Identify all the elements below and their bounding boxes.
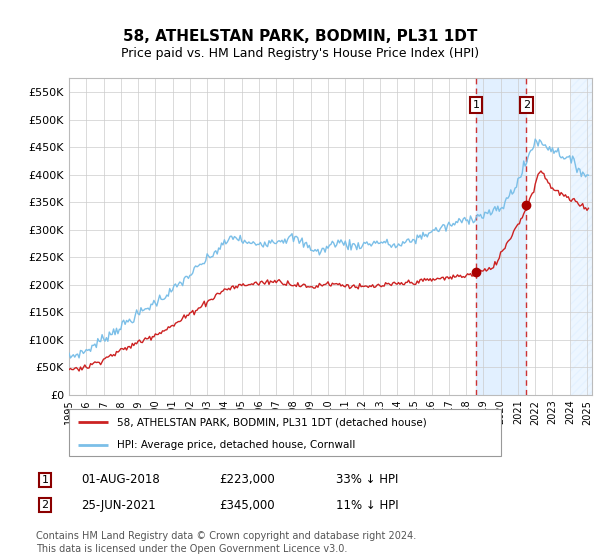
Text: Price paid vs. HM Land Registry's House Price Index (HPI): Price paid vs. HM Land Registry's House …	[121, 46, 479, 60]
Text: £223,000: £223,000	[219, 473, 275, 487]
Bar	[571, 78, 592, 395]
Bar	[476, 78, 526, 395]
Text: 11% ↓ HPI: 11% ↓ HPI	[336, 498, 398, 512]
Text: Contains HM Land Registry data © Crown copyright and database right 2024.: Contains HM Land Registry data © Crown c…	[36, 531, 416, 542]
Text: HPI: Average price, detached house, Cornwall: HPI: Average price, detached house, Corn…	[116, 440, 355, 450]
FancyBboxPatch shape	[69, 409, 501, 456]
Text: 58, ATHELSTAN PARK, BODMIN, PL31 1DT: 58, ATHELSTAN PARK, BODMIN, PL31 1DT	[123, 29, 477, 44]
Text: 1: 1	[41, 475, 49, 485]
Text: 25-JUN-2021: 25-JUN-2021	[81, 498, 156, 512]
Text: 01-AUG-2018: 01-AUG-2018	[81, 473, 160, 487]
Text: £345,000: £345,000	[219, 498, 275, 512]
Text: 1: 1	[473, 100, 480, 110]
Text: 2: 2	[523, 100, 530, 110]
Text: 33% ↓ HPI: 33% ↓ HPI	[336, 473, 398, 487]
Text: 58, ATHELSTAN PARK, BODMIN, PL31 1DT (detached house): 58, ATHELSTAN PARK, BODMIN, PL31 1DT (de…	[116, 417, 426, 427]
Text: This data is licensed under the Open Government Licence v3.0.: This data is licensed under the Open Gov…	[36, 544, 347, 554]
Text: 2: 2	[41, 500, 49, 510]
